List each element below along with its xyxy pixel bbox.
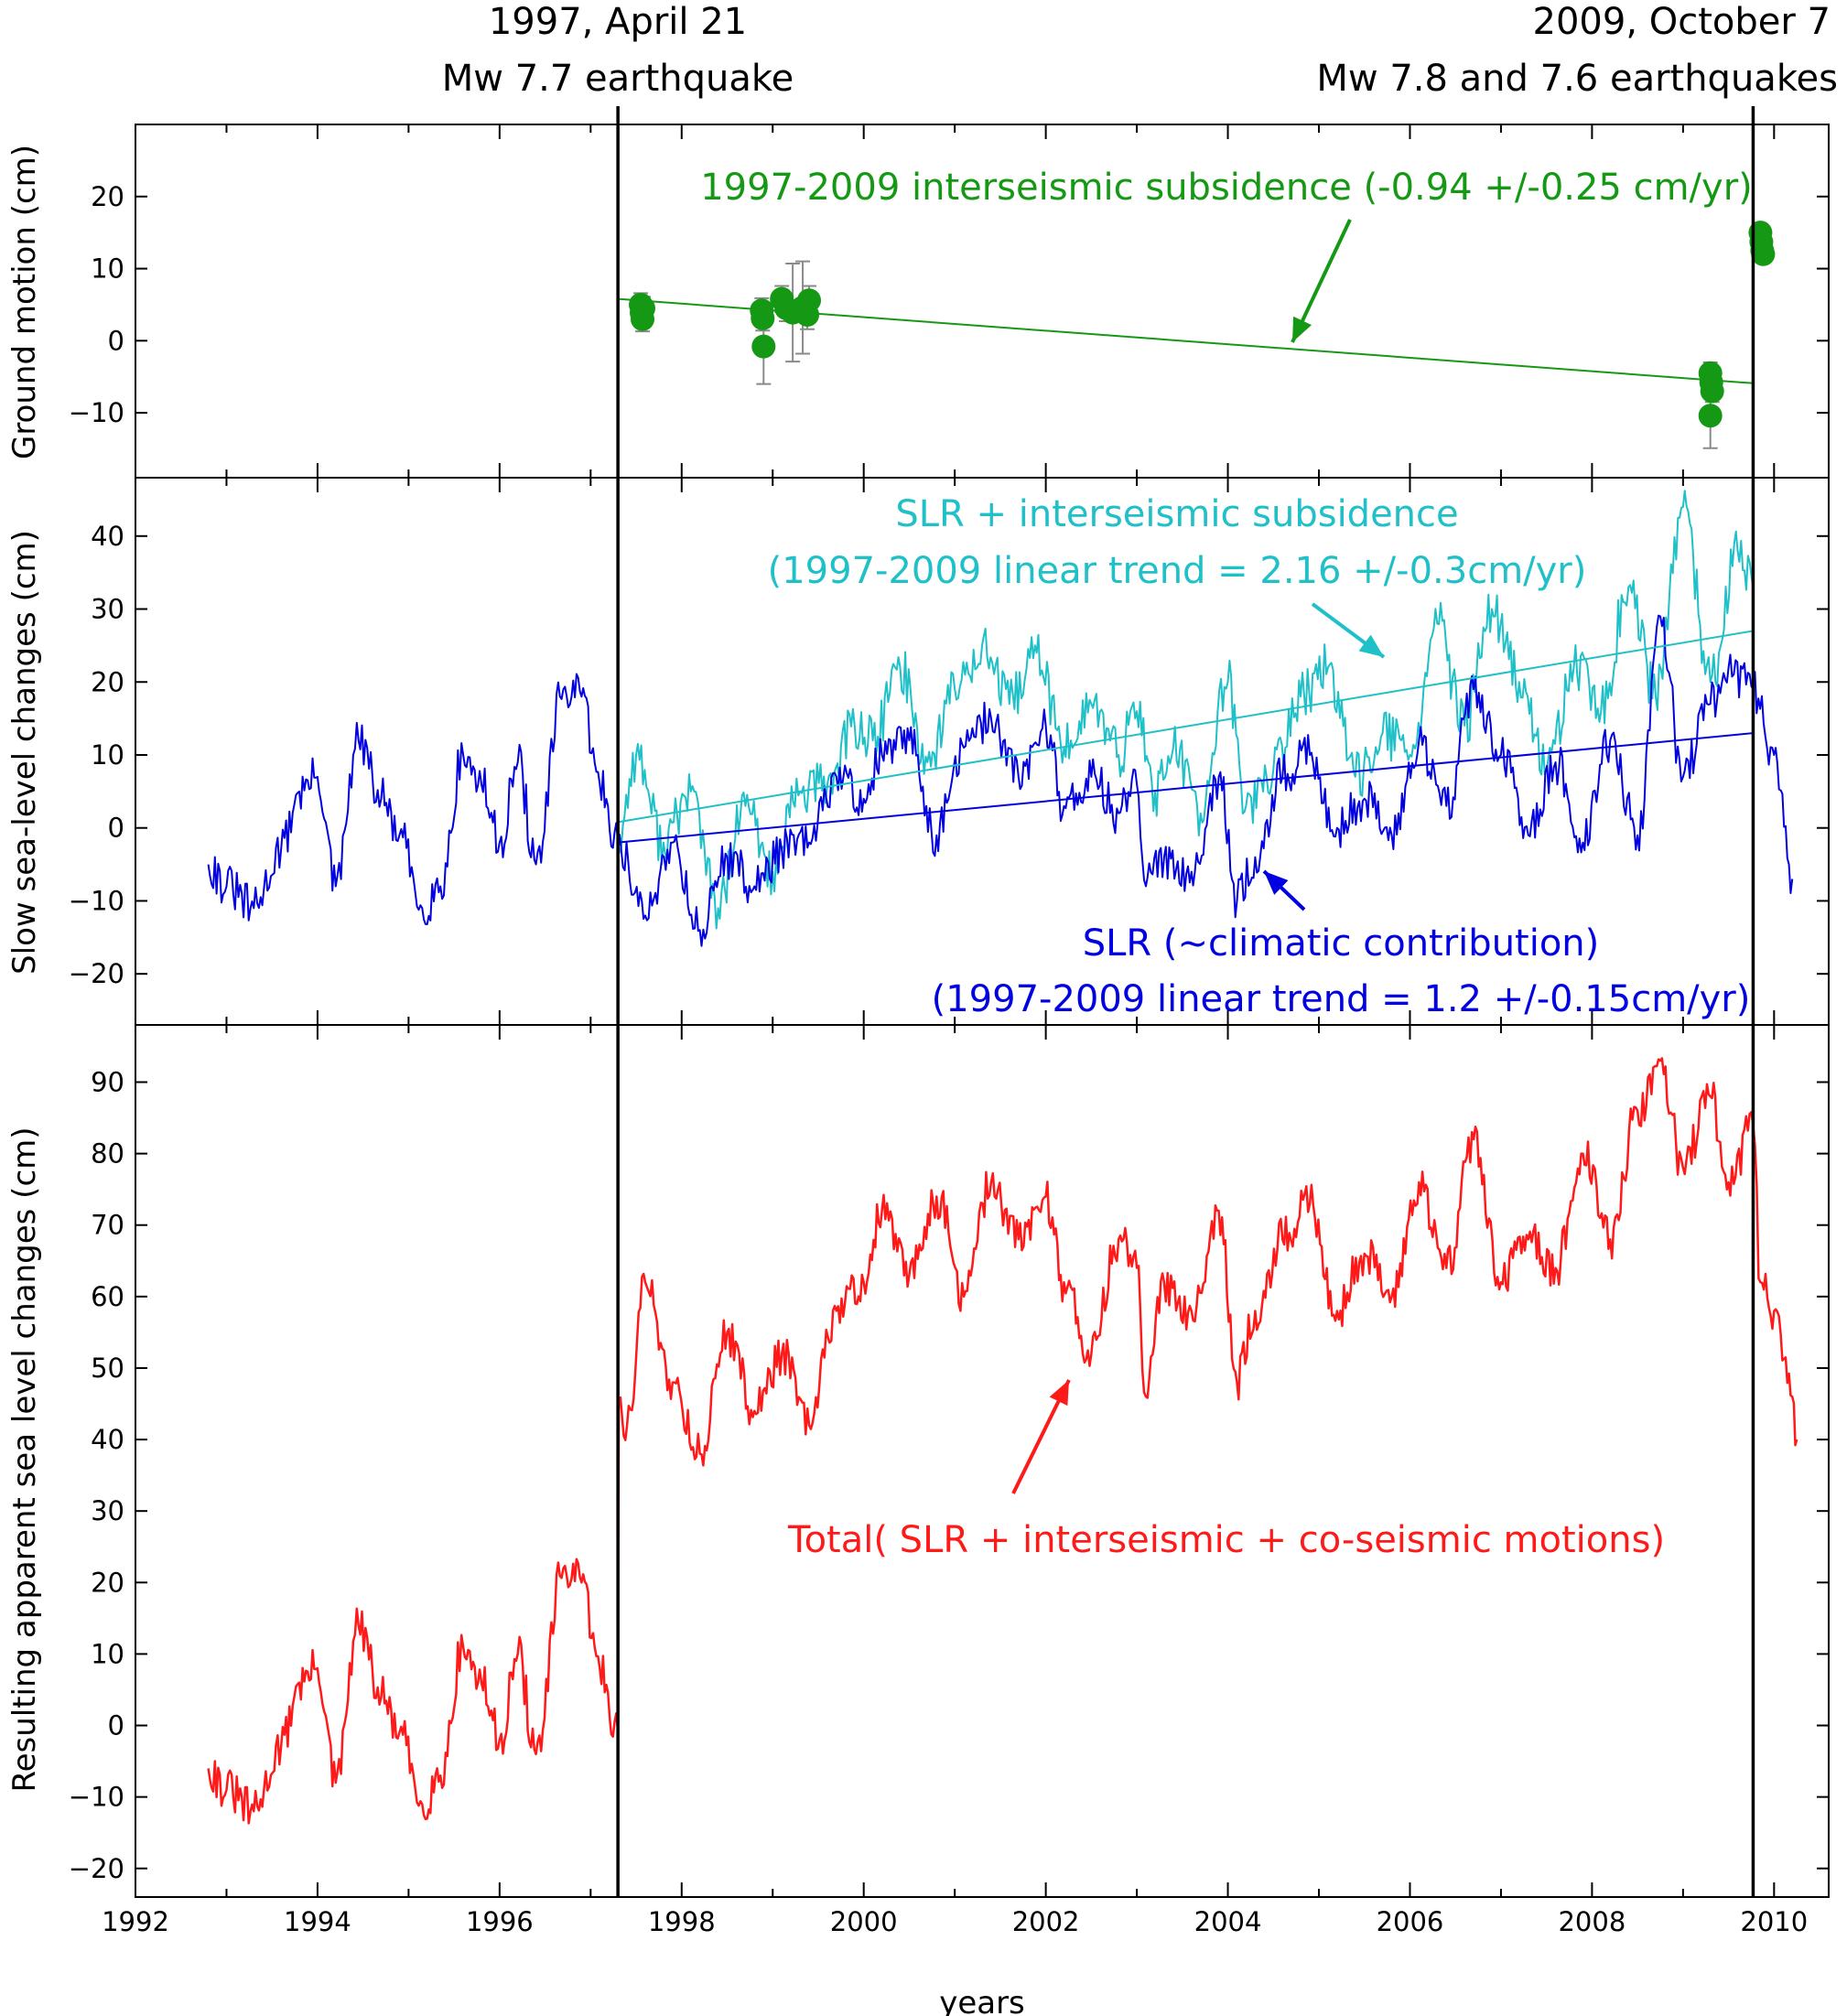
ground-point bbox=[1700, 379, 1724, 404]
slr-subsidence-series bbox=[617, 490, 1755, 930]
y-tick-label: −20 bbox=[69, 1853, 124, 1884]
slr-annotation-line-2: (1997-2009 linear trend = 1.2 +/-0.15cm/… bbox=[932, 978, 1751, 1020]
ground-point bbox=[632, 296, 655, 320]
slr-subsidence-trend-line bbox=[617, 630, 1754, 824]
y-tick-label: 40 bbox=[91, 521, 124, 552]
ground-point bbox=[797, 288, 822, 313]
y-tick-label: 40 bbox=[91, 1424, 124, 1455]
y-tick-label: 10 bbox=[91, 1638, 124, 1669]
slr-series bbox=[207, 614, 1794, 947]
y-tick-label: 20 bbox=[91, 181, 124, 212]
x-tick-label: 2000 bbox=[830, 1906, 898, 1937]
x-tick-label: 1994 bbox=[284, 1906, 351, 1937]
y-tick-label: −10 bbox=[69, 885, 124, 916]
total-sea-level-plot bbox=[207, 1057, 1798, 1825]
y-tick-label: 20 bbox=[91, 666, 124, 697]
annotation-arrows bbox=[1011, 219, 1386, 1494]
ground-point bbox=[751, 334, 776, 359]
x-tick-label: 2002 bbox=[1012, 1906, 1080, 1937]
event-lines bbox=[616, 106, 1755, 1897]
y-tick-label: 90 bbox=[91, 1066, 124, 1097]
y-axes: −10 0 10 20 −20 −10 0 10 20 30 40 −20 −10 0 10 20 30 40 50… bbox=[69, 181, 1829, 1884]
event-2-magnitude-label: Mw 7.8 and 7.6 earthquakes bbox=[1316, 58, 1838, 100]
total-annotation: Total( SLR + interseismic + co-seismic m… bbox=[787, 1519, 1665, 1561]
y-tick-label: 80 bbox=[91, 1138, 124, 1170]
y-tick-label: −10 bbox=[69, 1782, 124, 1813]
y-tick-label: 60 bbox=[91, 1281, 124, 1312]
ground-motion-plot bbox=[618, 221, 1776, 449]
y-tick-label: 30 bbox=[91, 594, 124, 625]
x-tick-label: 1996 bbox=[466, 1906, 534, 1937]
y-tick-label: −10 bbox=[69, 397, 124, 428]
panel-1-ylabel: Ground motion (cm) bbox=[6, 145, 43, 459]
ground-point bbox=[1751, 242, 1776, 266]
slr-annotation-line-1: SLR (~climatic contribution) bbox=[1083, 922, 1600, 965]
panel-3-ylabel: Resulting apparent sea level changes (cm… bbox=[6, 1127, 43, 1792]
y-tick-label: 50 bbox=[91, 1353, 124, 1384]
x-axis-title: years bbox=[939, 1985, 1025, 2016]
slow-sea-level-plot bbox=[207, 490, 1794, 947]
x-tick-label: 2008 bbox=[1558, 1906, 1626, 1937]
ground-trend-annotation: 1997-2009 interseismic subsidence (-0.94… bbox=[700, 167, 1753, 209]
y-tick-label: 0 bbox=[108, 813, 124, 844]
ground-arrow-head bbox=[1292, 316, 1312, 342]
y-tick-label: 10 bbox=[91, 253, 124, 285]
x-tick-label: 2004 bbox=[1194, 1906, 1262, 1937]
slr-arrow-head bbox=[1264, 871, 1289, 895]
slr-subsidence-annotation-line-2: (1997-2009 linear trend = 2.16 +/-0.3cm/… bbox=[768, 550, 1587, 592]
panel-3-frame bbox=[135, 1024, 1830, 1898]
y-tick-label: 0 bbox=[108, 1710, 124, 1741]
event-1-magnitude-label: Mw 7.7 earthquake bbox=[442, 58, 794, 100]
y-tick-label: −20 bbox=[69, 958, 124, 989]
y-tick-label: 10 bbox=[91, 739, 124, 771]
x-tick-label: 2006 bbox=[1377, 1906, 1444, 1937]
slr-trend-line bbox=[618, 732, 1754, 844]
x-tick-label: 2010 bbox=[1740, 1906, 1808, 1937]
y-tick-label: 0 bbox=[108, 325, 124, 356]
ground-point bbox=[1698, 404, 1723, 428]
ground-point bbox=[751, 306, 775, 330]
total-series bbox=[207, 1057, 1798, 1825]
x-axis: 1992 1994 1996 1998 2000 2002 2004 2006 2008 2010 bbox=[102, 124, 1808, 1937]
y-tick-label: 20 bbox=[91, 1567, 124, 1598]
total-arrow-head bbox=[1049, 1380, 1069, 1407]
event-2-date-label: 2009, October 7 bbox=[1533, 1, 1831, 43]
x-tick-label: 1992 bbox=[102, 1906, 169, 1937]
y-tick-label: 70 bbox=[91, 1210, 124, 1241]
y-tick-label: 30 bbox=[91, 1495, 124, 1526]
panel-2-ylabel: Slow sea-level changes (cm) bbox=[6, 530, 43, 975]
slr-subsidence-annotation-line-1: SLR + interseismic subsidence bbox=[895, 493, 1458, 535]
slr-subsidence-arrow-head bbox=[1358, 634, 1384, 657]
event-1-date-label: 1997, April 21 bbox=[489, 1, 747, 43]
x-tick-label: 1998 bbox=[648, 1906, 716, 1937]
